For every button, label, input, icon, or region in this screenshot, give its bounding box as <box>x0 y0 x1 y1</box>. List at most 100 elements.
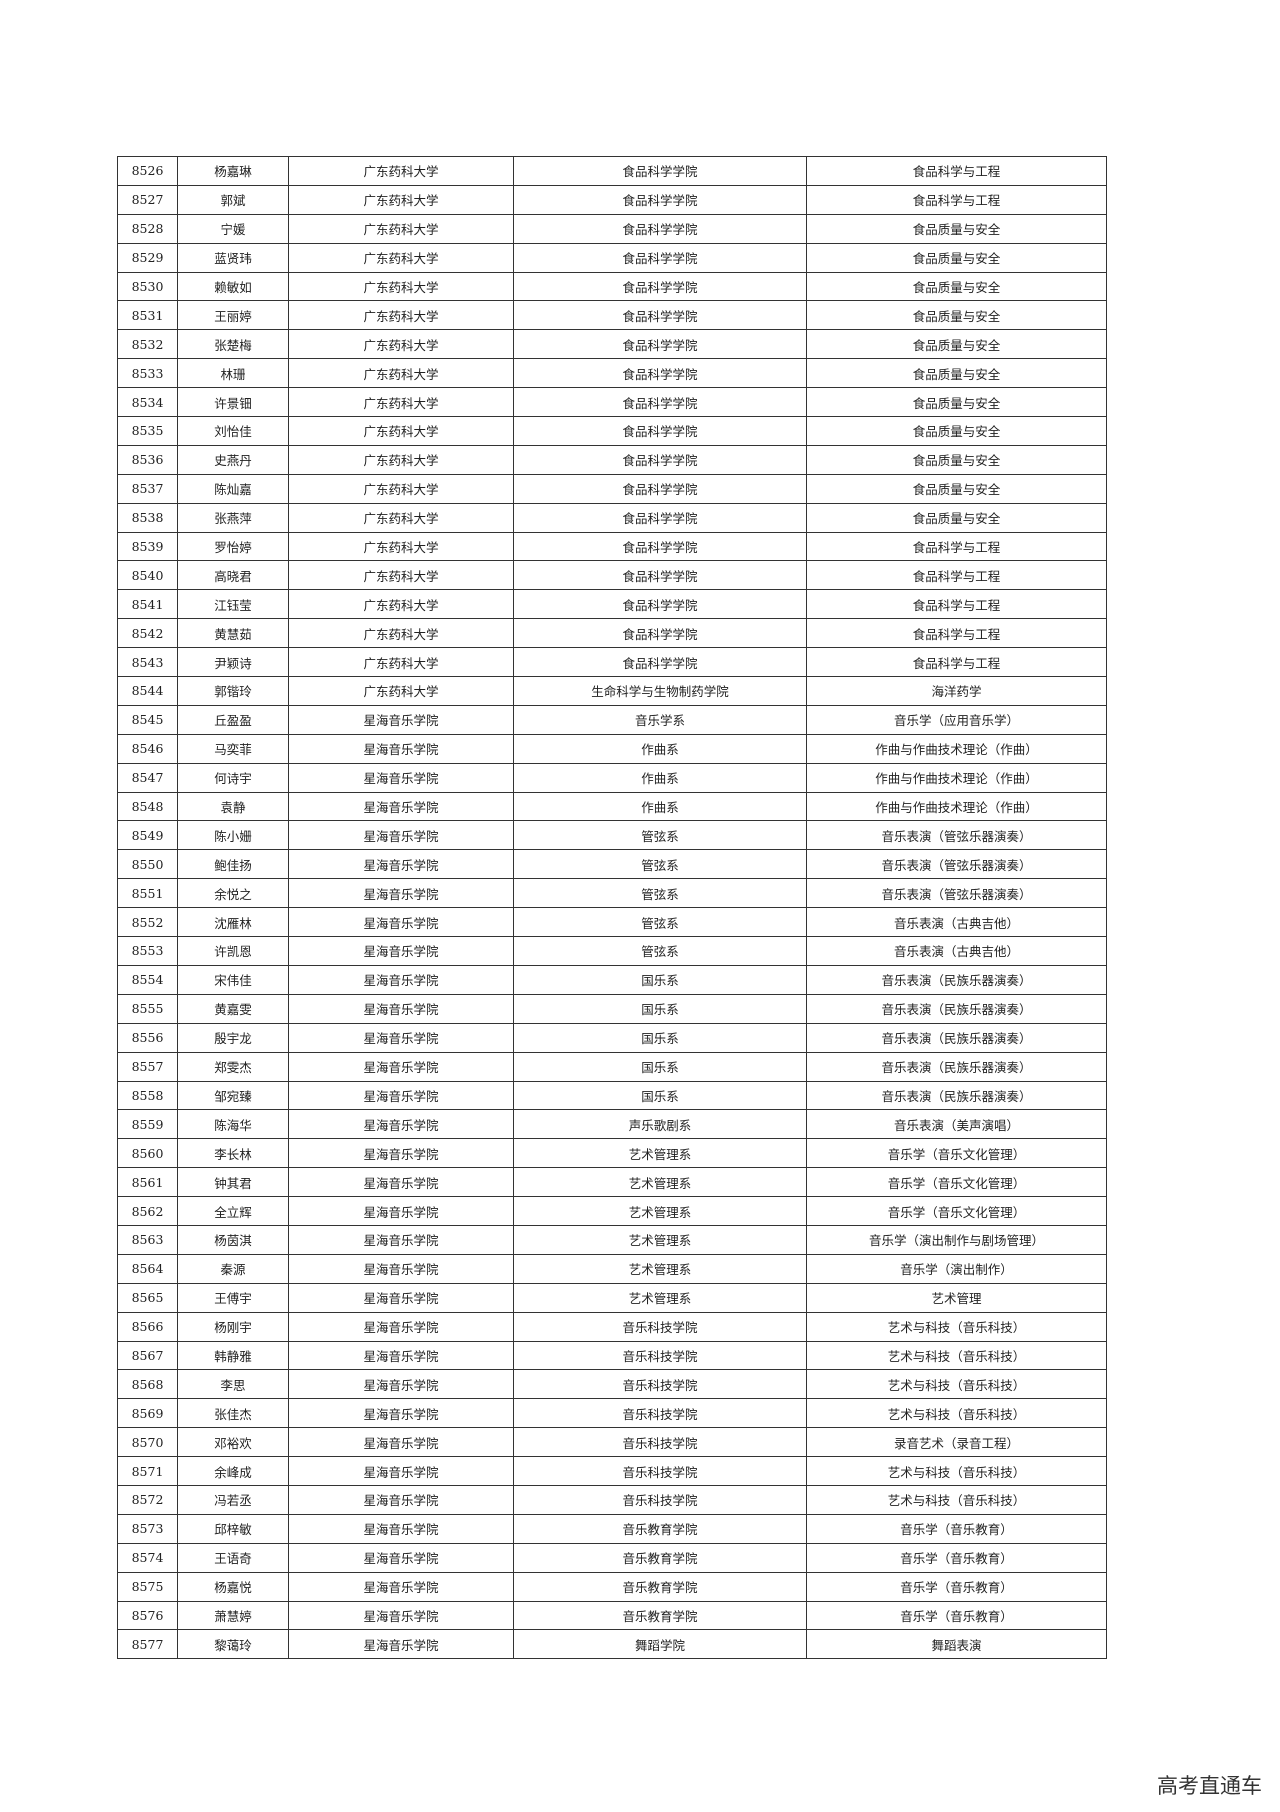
table-cell: 音乐学（音乐文化管理） <box>806 1138 1107 1169</box>
table-row: 8569 张佳杰 星海音乐学院 音乐科技学院 艺术与科技（音乐科技） <box>117 1398 1107 1429</box>
table-cell: 杨嘉琳 <box>177 156 289 186</box>
table-cell: 音乐教育学院 <box>513 1571 807 1602</box>
table-cell: 邓裕欢 <box>177 1427 289 1458</box>
table-cell: 声乐歌剧系 <box>513 1109 807 1140</box>
table-cell: 全立辉 <box>177 1196 289 1226</box>
table-row: 8533 林珊 广东药科大学 食品科学学院 食品质量与安全 <box>117 358 1107 389</box>
table-cell: 星海音乐学院 <box>288 1484 514 1515</box>
table-row: 8543 尹颖诗 广东药科大学 食品科学学院 食品科学与工程 <box>117 647 1107 678</box>
table-cell: 艺术与科技（音乐科技） <box>806 1484 1107 1515</box>
table-cell: 音乐表演（民族乐器演奏） <box>806 993 1107 1024</box>
table-row: 8562 全立辉 星海音乐学院 艺术管理系 音乐学（音乐文化管理） <box>117 1196 1107 1226</box>
table-row: 8558 邹宛臻 星海音乐学院 国乐系 音乐表演（民族乐器演奏） <box>117 1080 1107 1111</box>
table-row: 8530 赖敏如 广东药科大学 食品科学学院 食品质量与安全 <box>117 271 1107 302</box>
table-cell: 食品科学学院 <box>513 560 807 591</box>
table-cell: 音乐科技学院 <box>513 1340 807 1371</box>
table-cell: 8564 <box>117 1253 178 1284</box>
table-row: 8555 黄嘉雯 星海音乐学院 国乐系 音乐表演（民族乐器演奏） <box>117 993 1107 1024</box>
table-cell: 音乐教育学院 <box>513 1513 807 1544</box>
table-row: 8547 何诗宇 星海音乐学院 作曲系 作曲与作曲技术理论（作曲） <box>117 762 1107 793</box>
table-cell: 邱梓敏 <box>177 1513 289 1544</box>
table-cell: 8570 <box>117 1427 178 1458</box>
table-cell: 黄嘉雯 <box>177 993 289 1024</box>
table-cell: 管弦系 <box>513 907 807 938</box>
table-cell: 江钰莹 <box>177 589 289 620</box>
table-row: 8573 邱梓敏 星海音乐学院 音乐教育学院 音乐学（音乐教育） <box>117 1513 1107 1544</box>
table-cell: 高晓君 <box>177 560 289 591</box>
table-cell: 食品质量与安全 <box>806 213 1107 244</box>
table-cell: 广东药科大学 <box>288 329 514 360</box>
table-cell: 李思 <box>177 1369 289 1400</box>
table-cell: 8538 <box>117 502 178 533</box>
table-row: 8576 萧慧婷 星海音乐学院 音乐教育学院 音乐学（音乐教育） <box>117 1600 1107 1631</box>
table-cell: 赖敏如 <box>177 271 289 302</box>
table-cell: 8567 <box>117 1340 178 1371</box>
table-cell: 许景钿 <box>177 387 289 418</box>
table-cell: 食品质量与安全 <box>806 271 1107 302</box>
table-cell: 许凯恩 <box>177 936 289 966</box>
table-cell: 8557 <box>117 1051 178 1082</box>
table-cell: 秦源 <box>177 1253 289 1284</box>
table-cell: 音乐科技学院 <box>513 1369 807 1400</box>
table-cell: 星海音乐学院 <box>288 849 514 880</box>
table-cell: 8553 <box>117 936 178 966</box>
table-cell: 8542 <box>117 618 178 649</box>
table-cell: 食品科学学院 <box>513 184 807 215</box>
table-cell: 8543 <box>117 647 178 678</box>
table-cell: 冯若丞 <box>177 1484 289 1515</box>
table-cell: 钟其君 <box>177 1167 289 1198</box>
table-cell: 郭斌 <box>177 184 289 215</box>
table-cell: 食品科学与工程 <box>806 156 1107 186</box>
table-cell: 星海音乐学院 <box>288 1080 514 1111</box>
table-cell: 食品科学与工程 <box>806 618 1107 649</box>
table-cell: 蓝贤玮 <box>177 242 289 273</box>
table-cell: 8532 <box>117 329 178 360</box>
table-row: 8544 郭锴玲 广东药科大学 生命科学与生物制药学院 海洋药学 <box>117 676 1107 706</box>
table-cell: 广东药科大学 <box>288 156 514 186</box>
table-cell: 余峰成 <box>177 1456 289 1486</box>
table-cell: 舞蹈表演 <box>806 1629 1107 1660</box>
table-cell: 音乐学（音乐文化管理） <box>806 1196 1107 1226</box>
table-cell: 音乐表演（管弦乐器演奏） <box>806 820 1107 851</box>
table-cell: 黎蔼玲 <box>177 1629 289 1660</box>
table-cell: 宁媛 <box>177 213 289 244</box>
table-cell: 星海音乐学院 <box>288 878 514 909</box>
table-cell: 丘盈盈 <box>177 704 289 735</box>
table-cell: 食品科学学院 <box>513 444 807 475</box>
table-cell: 星海音乐学院 <box>288 704 514 735</box>
table-cell: 音乐表演（古典吉他） <box>806 907 1107 938</box>
table-cell: 王傅宇 <box>177 1282 289 1313</box>
table-cell: 音乐学（应用音乐学） <box>806 704 1107 735</box>
table-cell: 音乐学（音乐教育） <box>806 1600 1107 1631</box>
table-cell: 8526 <box>117 156 178 186</box>
table-cell: 录音艺术（录音工程） <box>806 1427 1107 1458</box>
table-row: 8572 冯若丞 星海音乐学院 音乐科技学院 艺术与科技（音乐科技） <box>117 1484 1107 1515</box>
table-cell: 8563 <box>117 1224 178 1255</box>
table-cell: 8551 <box>117 878 178 909</box>
table-cell: 星海音乐学院 <box>288 820 514 851</box>
table-cell: 8541 <box>117 589 178 620</box>
table-row: 8570 邓裕欢 星海音乐学院 音乐科技学院 录音艺术（录音工程） <box>117 1427 1107 1458</box>
table-cell: 星海音乐学院 <box>288 1022 514 1053</box>
table-cell: 陈小姗 <box>177 820 289 851</box>
table-row: 8563 杨茵淇 星海音乐学院 艺术管理系 音乐学（演出制作与剧场管理） <box>117 1224 1107 1255</box>
table-row: 8528 宁媛 广东药科大学 食品科学学院 食品质量与安全 <box>117 213 1107 244</box>
table-cell: 杨茵淇 <box>177 1224 289 1255</box>
table-cell: 杨嘉悦 <box>177 1571 289 1602</box>
table-cell: 星海音乐学院 <box>288 993 514 1024</box>
table-row: 8540 高晓君 广东药科大学 食品科学学院 食品科学与工程 <box>117 560 1107 591</box>
table-cell: 8533 <box>117 358 178 389</box>
table-row: 8549 陈小姗 星海音乐学院 管弦系 音乐表演（管弦乐器演奏） <box>117 820 1107 851</box>
table-cell: 食品科学与工程 <box>806 589 1107 620</box>
table-cell: 广东药科大学 <box>288 416 514 446</box>
table-cell: 8537 <box>117 473 178 504</box>
table-cell: 王丽婷 <box>177 300 289 331</box>
table-cell: 8568 <box>117 1369 178 1400</box>
table-cell: 音乐表演（民族乐器演奏） <box>806 964 1107 995</box>
table-cell: 8576 <box>117 1600 178 1631</box>
table-cell: 音乐教育学院 <box>513 1542 807 1573</box>
table-cell: 星海音乐学院 <box>288 1282 514 1313</box>
table-cell: 音乐表演（民族乐器演奏） <box>806 1051 1107 1082</box>
table-cell: 郑雯杰 <box>177 1051 289 1082</box>
table-cell: 星海音乐学院 <box>288 1542 514 1573</box>
